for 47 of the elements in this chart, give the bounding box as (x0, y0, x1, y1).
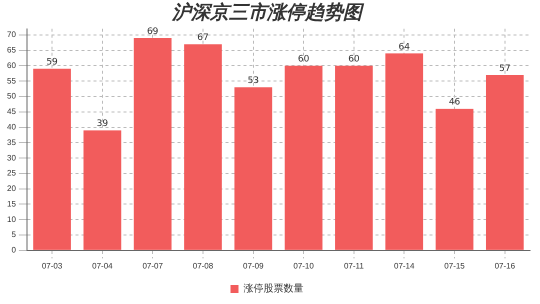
y-tick-label: 65 (6, 46, 16, 55)
bar (184, 44, 222, 250)
data-label: 64 (398, 42, 410, 52)
y-tick-label: 5 (11, 230, 16, 240)
x-tick-label: 07-10 (293, 261, 314, 270)
x-tick-label: 07-16 (494, 261, 516, 270)
y-tick-label: 70 (6, 30, 16, 40)
data-label: 69 (146, 26, 159, 37)
bar (284, 66, 322, 250)
y-tick-label: 40 (6, 122, 16, 132)
y-tick-label: 60 (6, 60, 16, 70)
y-tick-label: 15 (6, 199, 16, 208)
y-tick-label: 50 (6, 92, 16, 101)
x-tick-label: 07-09 (243, 261, 264, 270)
chart-title: 沪深京三市涨停趋势图 (171, 1, 365, 24)
bar (33, 68, 71, 250)
x-tick-label: 07-07 (142, 261, 164, 270)
data-label: 60 (348, 54, 360, 65)
bar (234, 87, 272, 250)
y-tick-label: 10 (6, 214, 16, 224)
bar (486, 74, 524, 250)
y-tick-label: 30 (6, 153, 16, 162)
x-tick-label: 07-15 (444, 261, 466, 270)
data-label: 60 (298, 54, 310, 65)
data-label: 57 (499, 64, 511, 74)
bar (436, 108, 474, 250)
data-label: 59 (46, 58, 58, 68)
x-tick-label: 07-14 (394, 261, 415, 270)
data-label: 67 (197, 33, 209, 44)
legend-label: 涨停股票数量 (244, 282, 304, 295)
x-tick-label: 07-11 (344, 261, 364, 270)
y-tick-label: 0 (11, 246, 16, 255)
bar (84, 130, 122, 250)
data-label: 46 (448, 98, 461, 108)
x-tick-label: 07-08 (192, 261, 214, 270)
bar (134, 38, 172, 250)
y-tick-label: 25 (6, 168, 16, 178)
bar (385, 53, 424, 250)
y-tick-label: 20 (6, 184, 16, 194)
data-label: 53 (248, 76, 260, 86)
y-tick-label: 35 (6, 138, 16, 147)
y-tick-label: 55 (6, 76, 16, 86)
data-label: 39 (96, 119, 108, 130)
y-tick-label: 45 (6, 107, 16, 116)
bar (335, 66, 373, 250)
x-tick-label: 07-03 (42, 261, 63, 270)
x-tick-label: 07-04 (92, 261, 114, 270)
